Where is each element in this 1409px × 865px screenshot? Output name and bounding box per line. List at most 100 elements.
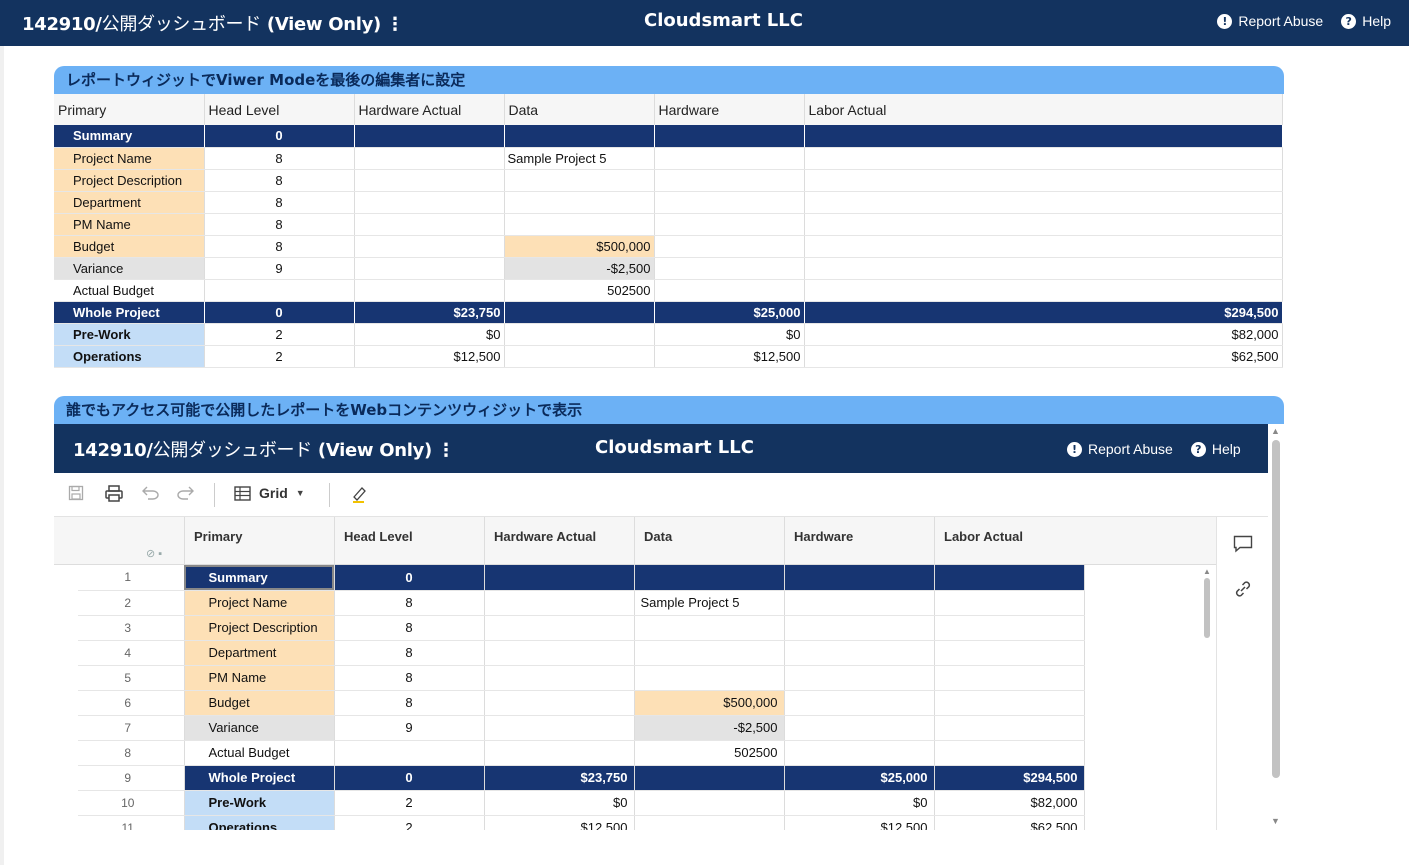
save-icon[interactable] (68, 485, 84, 506)
cell-primary[interactable]: Summary (184, 565, 335, 591)
cell-head[interactable]: 8 (334, 590, 485, 616)
cell-hw-actual[interactable]: $12,500 (484, 815, 635, 830)
cell-hardware[interactable] (784, 665, 935, 691)
cell-hw-actual[interactable] (484, 665, 635, 691)
cell-hw-actual[interactable] (484, 590, 635, 616)
comment-icon[interactable] (1233, 535, 1253, 558)
cell-labor[interactable] (934, 565, 1085, 591)
sheet-scrollbar[interactable]: ▲ (1202, 567, 1212, 657)
redo-icon[interactable] (177, 485, 194, 505)
cell-labor[interactable]: $294,500 (934, 765, 1085, 791)
cell-labor[interactable] (934, 690, 1085, 716)
cell-labor[interactable] (934, 715, 1085, 741)
col-hardware[interactable]: Hardware (784, 517, 934, 565)
cell-head[interactable]: 8 (334, 665, 485, 691)
row-number[interactable]: 11 (78, 815, 185, 830)
col-head-level[interactable]: Head Level (334, 517, 484, 565)
cell-hardware[interactable]: $25,000 (784, 765, 935, 791)
widget-scrollbar-thumb[interactable] (1272, 440, 1280, 778)
row-number[interactable]: 2 (78, 590, 185, 616)
cell-data[interactable]: $500,000 (634, 690, 785, 716)
cell-data[interactable] (634, 815, 785, 830)
cell-head[interactable] (334, 740, 485, 766)
cell-data[interactable]: 502500 (634, 740, 785, 766)
cell-data[interactable] (634, 615, 785, 641)
cell-data[interactable] (634, 765, 785, 791)
help-link[interactable]: ? Help (1190, 441, 1241, 457)
cell-data[interactable]: Sample Project 5 (634, 590, 785, 616)
cell-head[interactable]: 9 (334, 715, 485, 741)
cell-hw-actual[interactable] (484, 615, 635, 641)
cell-primary[interactable]: Budget (184, 690, 335, 716)
cell-head[interactable]: 8 (334, 615, 485, 641)
cell-hardware[interactable] (784, 715, 935, 741)
cell-hardware[interactable]: $0 (784, 790, 935, 816)
cell-labor[interactable] (934, 615, 1085, 641)
cell-hardware[interactable] (784, 740, 935, 766)
sheet-scrollbar-thumb[interactable] (1204, 578, 1210, 638)
row-number[interactable]: 5 (78, 665, 185, 691)
scroll-down-icon[interactable]: ▼ (1271, 816, 1280, 826)
cell-labor[interactable]: $82,000 (934, 790, 1085, 816)
cell-primary[interactable]: Actual Budget (184, 740, 335, 766)
row-number[interactable]: 3 (78, 615, 185, 641)
cell-hardware[interactable] (784, 565, 935, 591)
cell-hardware[interactable] (784, 690, 935, 716)
cell-primary[interactable]: Department (184, 640, 335, 666)
scroll-up-icon[interactable]: ▲ (1203, 567, 1211, 576)
cell-data[interactable] (634, 565, 785, 591)
cell-hw-actual[interactable] (484, 690, 635, 716)
cell-primary[interactable]: Project Name (184, 590, 335, 616)
cell-labor[interactable]: $62,500 (934, 815, 1085, 830)
cell-data[interactable] (634, 640, 785, 666)
cell-head[interactable]: 0 (334, 765, 485, 791)
report-abuse-link[interactable]: ! Report Abuse (1067, 441, 1173, 457)
dashboard-title[interactable]: 142910/公開ダッシュボード (View Only) ⋮ (22, 10, 404, 36)
cell-primary[interactable]: Variance (184, 715, 335, 741)
cell-hardware[interactable]: $12,500 (784, 815, 935, 830)
cell-hardware[interactable] (784, 615, 935, 641)
cell-hardware[interactable] (784, 590, 935, 616)
more-menu-icon[interactable]: ⋮ (436, 440, 455, 461)
cell-head[interactable]: 2 (334, 815, 485, 830)
col-data[interactable]: Data (634, 517, 784, 565)
report-abuse-link[interactable]: ! Report Abuse (1217, 13, 1323, 29)
cell-primary[interactable]: Project Description (184, 615, 335, 641)
cell-head[interactable]: 0 (334, 565, 485, 591)
embedded-dashboard-title[interactable]: 142910/公開ダッシュボード (View Only) ⋮ (73, 436, 455, 462)
cell-hardware[interactable] (784, 640, 935, 666)
cell-data[interactable] (634, 790, 785, 816)
more-menu-icon[interactable]: ⋮ (385, 14, 404, 35)
cell-hw-actual[interactable]: $23,750 (484, 765, 635, 791)
cell-primary[interactable]: Pre-Work (184, 790, 335, 816)
row-number[interactable]: 6 (78, 690, 185, 716)
cell-head[interactable]: 8 (334, 640, 485, 666)
print-icon[interactable] (105, 485, 123, 507)
highlight-icon[interactable] (350, 485, 368, 508)
col-primary[interactable]: Primary (184, 517, 334, 565)
row-number[interactable]: 10 (78, 790, 185, 816)
cell-primary[interactable]: Operations (184, 815, 335, 830)
widget-scrollbar[interactable]: ▲ ▼ (1270, 424, 1282, 830)
cell-primary[interactable]: PM Name (184, 665, 335, 691)
help-link[interactable]: ? Help (1341, 13, 1391, 29)
cell-hw-actual[interactable] (484, 740, 635, 766)
cell-data[interactable]: -$2,500 (634, 715, 785, 741)
cell-hw-actual[interactable] (484, 640, 635, 666)
undo-icon[interactable] (142, 485, 159, 505)
cell-hw-actual[interactable] (484, 715, 635, 741)
cell-labor[interactable] (934, 740, 1085, 766)
cell-data[interactable] (634, 665, 785, 691)
row-number[interactable]: 7 (78, 715, 185, 741)
row-number[interactable]: 4 (78, 640, 185, 666)
link-icon[interactable] (1233, 579, 1253, 604)
cell-labor[interactable] (934, 665, 1085, 691)
col-labor-actual[interactable]: Labor Actual (934, 517, 1216, 565)
view-switcher-button[interactable]: Grid ▼ (234, 485, 305, 501)
row-number[interactable]: 9 (78, 765, 185, 791)
cell-hw-actual[interactable]: $0 (484, 790, 635, 816)
cell-hw-actual[interactable] (484, 565, 635, 591)
row-number[interactable]: 8 (78, 740, 185, 766)
cell-primary[interactable]: Whole Project (184, 765, 335, 791)
row-number[interactable]: 1 (78, 565, 185, 591)
